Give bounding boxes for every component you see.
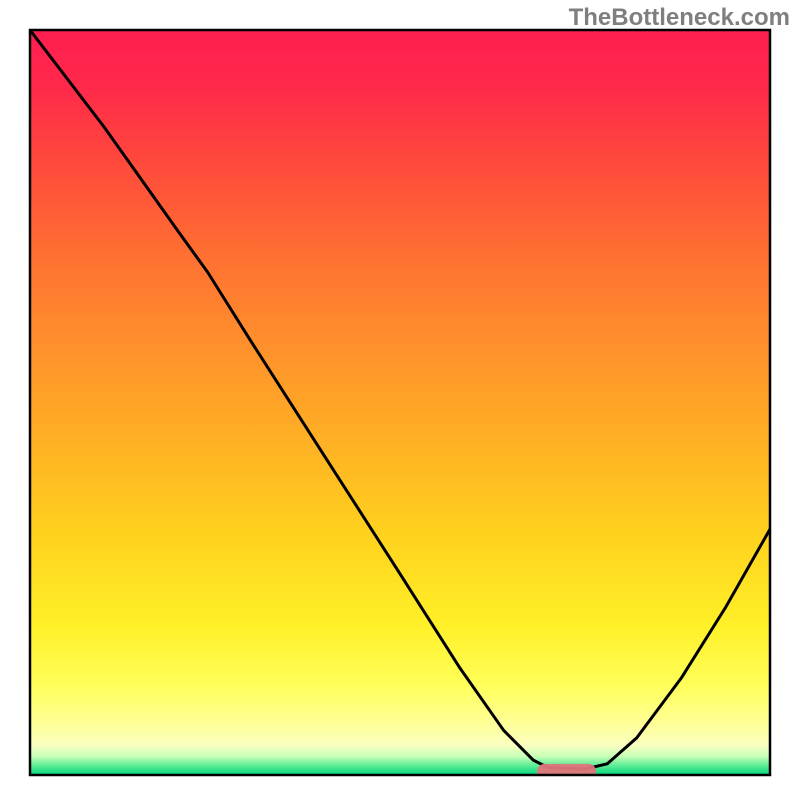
watermark-text: TheBottleneck.com bbox=[569, 4, 790, 32]
chart-stage: TheBottleneck.com bbox=[0, 0, 800, 800]
plot-gradient-background bbox=[30, 30, 770, 775]
bottleneck-chart-svg bbox=[0, 0, 800, 800]
